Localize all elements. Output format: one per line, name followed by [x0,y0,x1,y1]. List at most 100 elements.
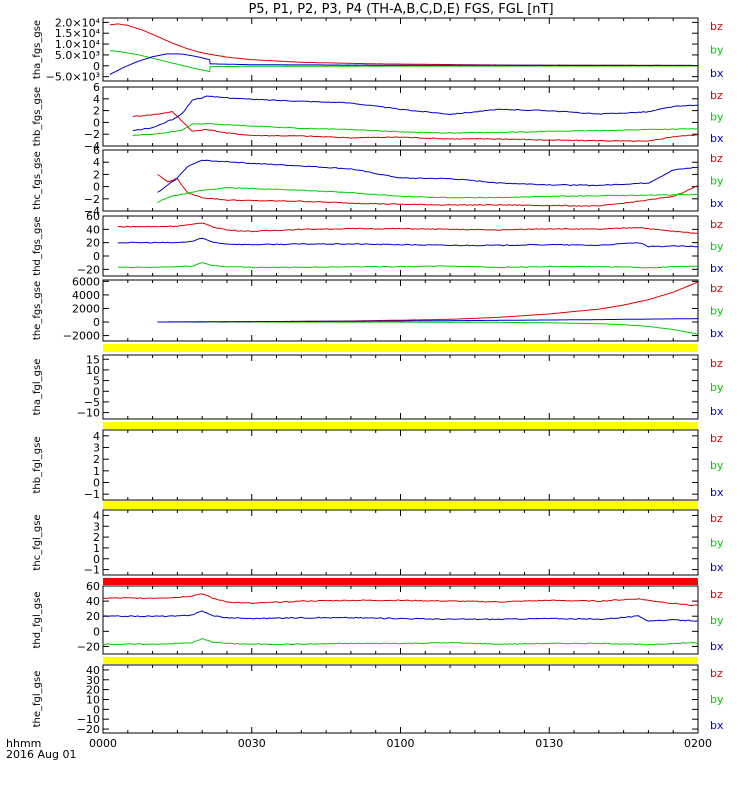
y-tick-label: 0 [93,477,100,490]
series-by [157,321,699,335]
x-tick-label: 0030 [238,737,266,750]
panel-y-label: thb_fgl_gse [32,437,43,494]
y-tick-label: −2000 [63,330,100,343]
series-by [132,122,698,136]
panel-y-label: thb_fgs_gse [32,87,43,146]
y-tick-label: −1 [84,488,100,501]
y-tick-label: 20 [86,237,100,250]
legend-by: by [710,175,724,188]
y-tick-label: 3 [93,442,100,455]
panel-frame [102,354,699,420]
y-tick-label: −1 [84,564,100,577]
y-tick-label: 40 [86,223,100,236]
y-tick-label: −20 [77,723,100,736]
y-tick-label: 2 [93,105,100,118]
panel-frame [102,149,699,212]
y-tick-label: 10 [86,364,100,377]
y-tick-label: −4 [84,140,100,153]
y-tick-label: 0 [93,553,100,566]
panel-y-label: the_fgl_gse [32,671,43,728]
legend-by: by [710,111,724,124]
series-bx [109,53,698,75]
y-tick-label: −20 [77,263,100,276]
series-bz [132,110,699,143]
panel-y-label: thc_fgl_gse [32,514,43,570]
legend-by: by [710,459,724,472]
series-bz [102,593,699,607]
y-tick-label: 4 [93,93,100,106]
panels: −5.0×10³05.0×10³1.0×10⁴1.5×10⁴2.0×10⁴tha… [32,16,724,736]
y-tick-label: 60 [86,210,100,223]
y-tick-label: −2 [84,193,100,206]
y-tick-label: 0 [93,703,100,716]
y-tick-label: 4 [93,156,100,169]
y-tick-label: −4 [84,205,100,218]
y-tick-label: 0 [93,316,100,329]
panel-y-label: thc_fgs_gse [32,151,43,210]
series-bx [132,95,698,131]
y-tick-label: 4000 [72,289,100,302]
legend-bz: bz [710,282,723,295]
legend-bx: bx [710,327,724,340]
y-tick-label: −10 [77,407,100,420]
series-bx [117,237,699,248]
y-tick-label: 20 [86,610,100,623]
legend-bx: bx [710,561,724,574]
legend-bx: bx [710,719,724,732]
y-tick-label: 5 [93,375,100,388]
status-bar-yellow [103,422,698,429]
legend-by: by [710,240,724,253]
y-tick-label: 1.5×10⁴ [55,27,101,40]
status-bar-yellow [103,657,698,664]
legend-bx: bx [710,640,724,653]
legend-bx: bx [710,67,724,80]
y-tick-label: 2 [93,531,100,544]
series-bx [102,610,699,622]
legend-bz: bz [710,357,723,370]
series-by [103,638,699,646]
y-tick-label: −20 [77,640,100,653]
panel-frame [102,509,699,576]
x-tick-label: 0100 [387,737,415,750]
y-tick-label: 2 [93,453,100,466]
legend-bz: bz [710,152,723,165]
y-tick-label: 40 [86,595,100,608]
legend-bz: bz [710,218,723,231]
legend-bx: bx [710,486,724,499]
y-tick-label: 1.0×10⁴ [55,38,101,51]
legend-by: by [710,381,724,394]
y-tick-label: 4 [93,430,100,443]
y-tick-label: 6 [93,81,100,94]
y-tick-label: 1 [93,465,100,478]
panel-frame [102,429,699,501]
y-tick-label: 0 [93,250,100,263]
y-tick-label: 6 [93,144,100,157]
time-axis: 0000 0030 0100 0130 0200 [89,737,712,750]
y-tick-label: 2000 [72,302,100,315]
series-bz [117,222,699,234]
series-by [157,186,699,203]
panel-y-label: tha_fgl_gse [32,359,43,416]
legend-bz: bz [710,588,723,601]
legend-by: by [710,44,724,57]
y-tick-label: 3 [93,520,100,533]
y-tick-label: 0 [93,60,100,73]
panel-y-label: thd_fgl_gse [32,592,43,649]
legend-bz: bz [710,667,723,680]
y-tick-label: 0 [93,116,100,129]
y-tick-label: −5 [84,396,100,409]
series-bz [157,174,699,207]
panel-y-label: the_fgs_gse [32,281,43,340]
series-by [117,262,699,269]
y-tick-label: 4 [93,509,100,522]
y-tick-label: −10 [77,713,100,726]
